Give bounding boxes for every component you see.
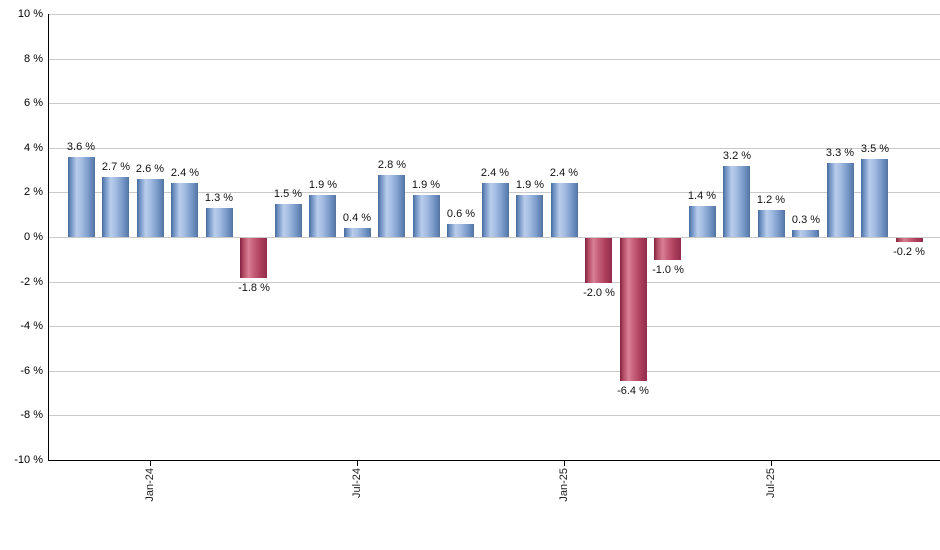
bar-value-label: 1.9 %: [515, 179, 545, 191]
y-gridline: [49, 237, 940, 238]
bar-Mar-24: [206, 208, 233, 237]
y-axis-tick-label: 10 %: [17, 8, 43, 20]
bar-value-label: 3.3 %: [825, 147, 855, 159]
bar-Oct-25: [861, 159, 888, 237]
x-axis-tick-label: Jul-24: [351, 468, 363, 498]
x-axis-tick: [357, 461, 358, 466]
bar-Jul-25: [758, 210, 785, 237]
bar-Sep-25: [827, 163, 854, 237]
y-axis-tick-label: -2 %: [20, 276, 43, 288]
y-gridline: [49, 371, 940, 372]
bar-May-24: [275, 204, 302, 237]
bar-value-label: 2.4 %: [549, 167, 579, 179]
y-gridline: [49, 282, 940, 283]
y-axis-line: [48, 14, 49, 461]
bar-value-label: 0.3 %: [791, 214, 821, 226]
bar-Sep-24: [413, 195, 440, 237]
bar-value-label: 3.6 %: [66, 141, 96, 153]
bar-Feb-25: [585, 238, 612, 283]
y-gridline: [49, 415, 940, 416]
bar-value-label: 0.4 %: [342, 212, 372, 224]
x-axis-tick: [564, 461, 565, 466]
bar-Aug-24: [378, 175, 405, 237]
bar-value-label: 1.9 %: [411, 179, 441, 191]
bar-Apr-25: [654, 238, 681, 260]
bar-Dec-23: [102, 177, 129, 237]
x-axis-tick: [771, 461, 772, 466]
y-gridline: [49, 59, 940, 60]
bar-value-label: 1.9 %: [308, 179, 338, 191]
bar-value-label: 2.4 %: [480, 167, 510, 179]
bar-Feb-24: [171, 183, 198, 237]
bar-value-label: 1.2 %: [756, 194, 786, 206]
bar-value-label: -2.0 %: [583, 287, 615, 299]
x-axis-tick-label: Jan-25: [558, 468, 570, 502]
x-axis-tick-label: Jan-24: [144, 468, 156, 502]
bar-value-label: -1.8 %: [238, 282, 270, 294]
bar-value-label: 3.5 %: [860, 143, 890, 155]
y-axis-tick-label: -10 %: [14, 454, 43, 466]
y-axis-tick-label: -4 %: [20, 320, 43, 332]
y-axis-tick-label: 4 %: [24, 142, 43, 154]
bar-value-label: 2.8 %: [377, 159, 407, 171]
bar-Nov-24: [482, 183, 509, 237]
x-axis-tick: [150, 461, 151, 466]
bar-Apr-24: [240, 238, 267, 278]
bar-Nov-25: [896, 238, 923, 242]
bar-value-label: 1.3 %: [204, 192, 234, 204]
bar-Oct-24: [447, 224, 474, 237]
bar-Jun-25: [723, 166, 750, 237]
bar-Jan-24: [137, 179, 164, 237]
y-axis-tick-label: 8 %: [24, 53, 43, 65]
bar-Mar-25: [620, 238, 647, 381]
bar-value-label: -0.2 %: [893, 246, 925, 258]
y-gridline: [49, 14, 940, 15]
y-axis-tick-label: 2 %: [24, 186, 43, 198]
y-axis-tick-label: -8 %: [20, 409, 43, 421]
bar-Nov-23: [68, 157, 95, 237]
bar-Aug-25: [792, 230, 819, 237]
y-axis-tick-label: 0 %: [24, 231, 43, 243]
y-gridline: [49, 103, 940, 104]
bar-value-label: -1.0 %: [652, 264, 684, 276]
bar-May-25: [689, 206, 716, 237]
bar-Jan-25: [551, 183, 578, 237]
y-gridline: [49, 326, 940, 327]
x-axis-line: [48, 460, 940, 461]
bar-value-label: 0.6 %: [446, 208, 476, 220]
bar-value-label: 1.4 %: [687, 190, 717, 202]
bar-Dec-24: [516, 195, 543, 237]
bar-value-label: 3.2 %: [722, 150, 752, 162]
bar-value-label: 2.6 %: [135, 163, 165, 175]
y-axis-tick-label: 6 %: [24, 97, 43, 109]
y-gridline: [49, 148, 940, 149]
bar-value-label: 1.5 %: [273, 188, 303, 200]
bar-Jun-24: [309, 195, 336, 237]
bar-value-label: 2.4 %: [170, 167, 200, 179]
bar-value-label: -6.4 %: [617, 385, 649, 397]
y-axis-tick-label: -6 %: [20, 365, 43, 377]
bar-Jul-24: [344, 228, 371, 237]
x-axis-tick-label: Jul-25: [765, 468, 777, 498]
bar-value-label: 2.7 %: [101, 161, 131, 173]
